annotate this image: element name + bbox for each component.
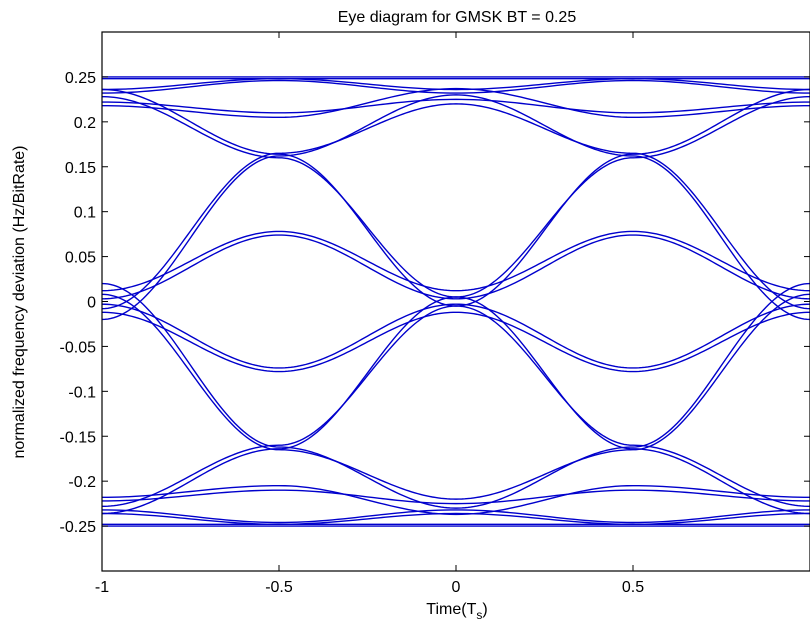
eye-trace-8 — [101, 87, 810, 119]
y-tick-label-9: -0.2 — [68, 474, 96, 491]
eye-trace-15 — [101, 305, 457, 508]
eye-trace-13 — [101, 95, 457, 298]
eye-trace-29 — [101, 293, 457, 500]
eye-trace-6 — [101, 512, 810, 525]
eye-trace-28 — [101, 282, 457, 509]
eye-trace-11 — [101, 489, 810, 505]
eye-trace-25 — [455, 234, 810, 300]
eye-trace-7 — [101, 509, 810, 524]
x-tick-label-0: -1 — [95, 579, 109, 596]
eye-trace-21 — [101, 234, 457, 300]
x-tick-label-2: 0 — [452, 579, 461, 596]
eye-trace-18 — [455, 296, 810, 515]
eye-trace-24 — [455, 230, 810, 292]
y-tick-label-7: -0.1 — [68, 384, 96, 401]
eye-trace-35 — [455, 103, 810, 310]
eye-trace-20 — [101, 230, 457, 292]
eye-trace-27 — [455, 303, 810, 369]
chart-title: Eye diagram for GMSK BT = 0.25 — [338, 9, 577, 26]
eye-traces — [101, 76, 810, 527]
y-tick-label-1: 0.2 — [74, 115, 96, 132]
eye-trace-5 — [101, 79, 810, 94]
x-axis-ticks: -1 -0.5 0 0.5 — [95, 32, 644, 596]
y-tick-label-10: -0.25 — [60, 519, 97, 536]
y-tick-label-3: 0.1 — [74, 205, 96, 222]
y-tick-label-8: -0.15 — [60, 429, 97, 446]
eye-trace-26 — [455, 311, 810, 373]
y-tick-label-6: -0.05 — [60, 339, 97, 356]
y-tick-label-4: 0.05 — [65, 250, 96, 267]
x-axis-label-subscript: s — [476, 608, 482, 622]
eye-trace-23 — [101, 303, 457, 369]
eye-trace-14 — [101, 296, 457, 515]
eye-trace-31 — [101, 103, 457, 310]
eye-trace-17 — [455, 95, 810, 298]
eye-trace-12 — [101, 88, 457, 307]
x-axis-label: Time(Ts) — [426, 601, 487, 622]
x-axis-label-main: Time(T — [426, 601, 476, 618]
eye-trace-22 — [101, 311, 457, 373]
x-tick-label-1: -0.5 — [265, 579, 293, 596]
eye-trace-33 — [455, 293, 810, 500]
y-tick-label-5: 0 — [87, 295, 96, 312]
eye-trace-4 — [101, 78, 810, 91]
y-tick-label-0: 0.25 — [65, 70, 96, 87]
y-tick-label-2: 0.15 — [65, 160, 96, 177]
y-axis-label: normalized frequency deviation (Hz/BitRa… — [11, 145, 28, 458]
eye-trace-10 — [101, 484, 810, 516]
eye-trace-32 — [455, 282, 810, 509]
eye-trace-30 — [101, 94, 457, 321]
eye-trace-19 — [455, 305, 810, 508]
x-tick-label-3: 0.5 — [622, 579, 644, 596]
eye-trace-34 — [455, 94, 810, 321]
eye-trace-9 — [101, 98, 810, 114]
eye-trace-16 — [455, 88, 810, 307]
x-axis-label-close: ) — [482, 601, 487, 618]
y-axis-ticks: 0.25 0.2 0.15 0.1 0.05 0 -0.05 -0.1 -0.15 -0.2 -0.… — [60, 70, 810, 536]
